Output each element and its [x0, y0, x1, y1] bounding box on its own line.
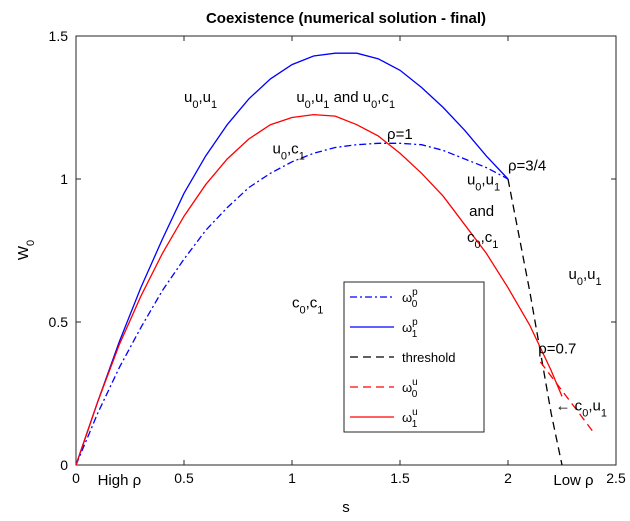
series-layer — [75, 52, 595, 466]
x-tick-label: 1 — [288, 470, 296, 486]
x-tick-label: 0.5 — [174, 470, 194, 486]
x-tick-label: 0 — [72, 470, 80, 486]
y-axis-label-sub: 0 — [25, 240, 37, 246]
annotation-a4: ρ=1 — [387, 126, 413, 143]
annotation-a1: u0,u1 — [184, 89, 217, 111]
annotation-a14: Low ρ — [553, 472, 593, 489]
series-line-thr — [507, 178, 563, 466]
annotation-a5: ρ=3/4 — [508, 157, 546, 174]
legend-label-w0p: ωp 0 — [402, 287, 418, 310]
legend-label-w1u: ωu 1 — [402, 407, 418, 430]
x-tick-label: 1.5 — [390, 470, 410, 486]
legend-label-thr: threshold — [402, 350, 455, 365]
y-tick-label: 1.5 — [49, 28, 69, 44]
annotation-a3: u0,c1 — [273, 140, 305, 162]
chart-title: Coexistence (numerical solution - final) — [206, 10, 486, 27]
y-tick-label: 1 — [60, 171, 68, 187]
legend-items: ωp 0 ωp 1 threshold ωu 0 ωu 1 — [350, 287, 455, 430]
annotation-a9: u0,u1 — [568, 266, 601, 288]
x-tick-label: 2.5 — [606, 470, 626, 486]
series-line-w1p — [75, 52, 509, 466]
annotation-a12: ← c0,u1 — [556, 398, 607, 420]
series-line-w0p — [75, 142, 509, 466]
series-line-w0u — [539, 361, 595, 434]
y-axis-label-main: W — [15, 245, 32, 260]
annotation-a8: c0,c1 — [467, 229, 498, 251]
x-axis-label: s — [342, 499, 350, 516]
y-tick-label: 0.5 — [49, 314, 69, 330]
annotations: u0,u1 u0,u1 and u0,c1 u0,c1 ρ=1 ρ=3/4 u0,u1 an… — [98, 89, 607, 489]
series-line-w1u — [75, 113, 563, 466]
annotation-a13: High ρ — [98, 472, 142, 489]
legend: ωp 0 ωp 1 threshold ωu 0 ωu 1 — [343, 281, 485, 433]
annotation-a10: c0,c1 — [292, 295, 323, 317]
annotation-a7: and — [469, 203, 494, 220]
legend-label-w0u: ωu 0 — [402, 377, 418, 400]
annotation-a11: ρ=0.7 — [538, 340, 576, 357]
annotation-a2: u0,u1 and u0,c1 — [296, 89, 395, 111]
y-tick-label: 0 — [60, 457, 68, 473]
axis-ticks: 0 0.5 1 1.5 2 2.5 0 0.5 1 1.5 — [49, 28, 626, 486]
x-tick-label: 2 — [504, 470, 512, 486]
annotation-a6: u0,u1 — [467, 172, 500, 194]
legend-label-w1p: ωp 1 — [402, 317, 418, 340]
y-axis-label: W0 — [15, 240, 37, 260]
